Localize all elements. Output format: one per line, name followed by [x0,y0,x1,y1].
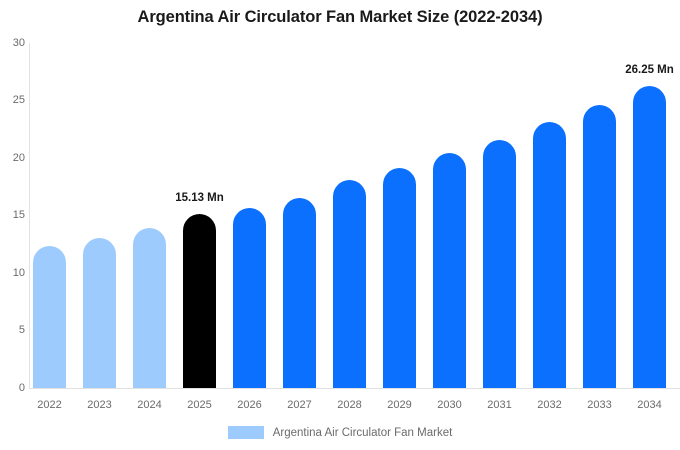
x-axis-tick-label: 2032 [537,399,562,411]
legend-swatch [227,426,264,439]
bar-2026[interactable] [233,208,266,388]
bar-2024[interactable] [133,227,166,388]
y-axis-tick-label: 5 [18,324,25,336]
y-axis-tick-label: 30 [12,36,25,49]
bar-2022[interactable] [33,245,66,388]
x-axis-tick-label: 2031 [487,399,512,411]
x-axis-tick-label: 2024 [137,399,162,411]
bar-2025[interactable] [183,214,216,388]
bar-value-label-2025: 15.13 Mn [175,192,224,204]
x-axis-line [29,388,680,389]
bar-2031[interactable] [483,139,516,388]
y-axis-tick-label: 10 [12,266,25,279]
x-axis-tick-label: 2029 [387,399,412,411]
x-axis-tick-label: 2022 [37,399,62,411]
bar-2029[interactable] [383,168,416,388]
y-axis-tick-label: 20 [12,151,25,164]
x-axis-tick-label: 2023 [87,399,112,411]
x-axis-tick-label: 2028 [337,399,362,411]
bar-2027[interactable] [283,198,316,388]
x-axis-tick-label: 2025 [187,399,212,411]
chart-title: Argentina Air Circulator Fan Market Size… [137,8,543,26]
y-axis-tick-label: 25 [12,94,25,106]
y-axis-tick-label: 0 [18,381,25,394]
bar-2028[interactable] [333,179,366,388]
bar-2030[interactable] [433,153,466,388]
x-axis-tick-label: 2030 [437,399,462,411]
bar-2034[interactable] [633,86,666,388]
chart-legend: Argentina Air Circulator Fan Market [0,426,680,439]
x-axis-tick-label: 2027 [287,399,312,411]
bar-2032[interactable] [533,122,566,388]
y-axis-tick-label: 15 [12,209,25,221]
legend-label: Argentina Air Circulator Fan Market [272,426,453,439]
x-axis-tick-label: 2026 [237,399,262,411]
x-axis-tick-label: 2033 [587,399,612,411]
bar-value-label-2034: 26.25 Mn [625,64,674,77]
bar-2023[interactable] [83,237,116,388]
y-axis-line [29,43,30,388]
x-axis-tick-label: 2034 [637,399,662,411]
bar-2033[interactable] [583,105,616,388]
y-axis-tick-labels: 0 5 10 15 20 25 30 [0,0,25,450]
